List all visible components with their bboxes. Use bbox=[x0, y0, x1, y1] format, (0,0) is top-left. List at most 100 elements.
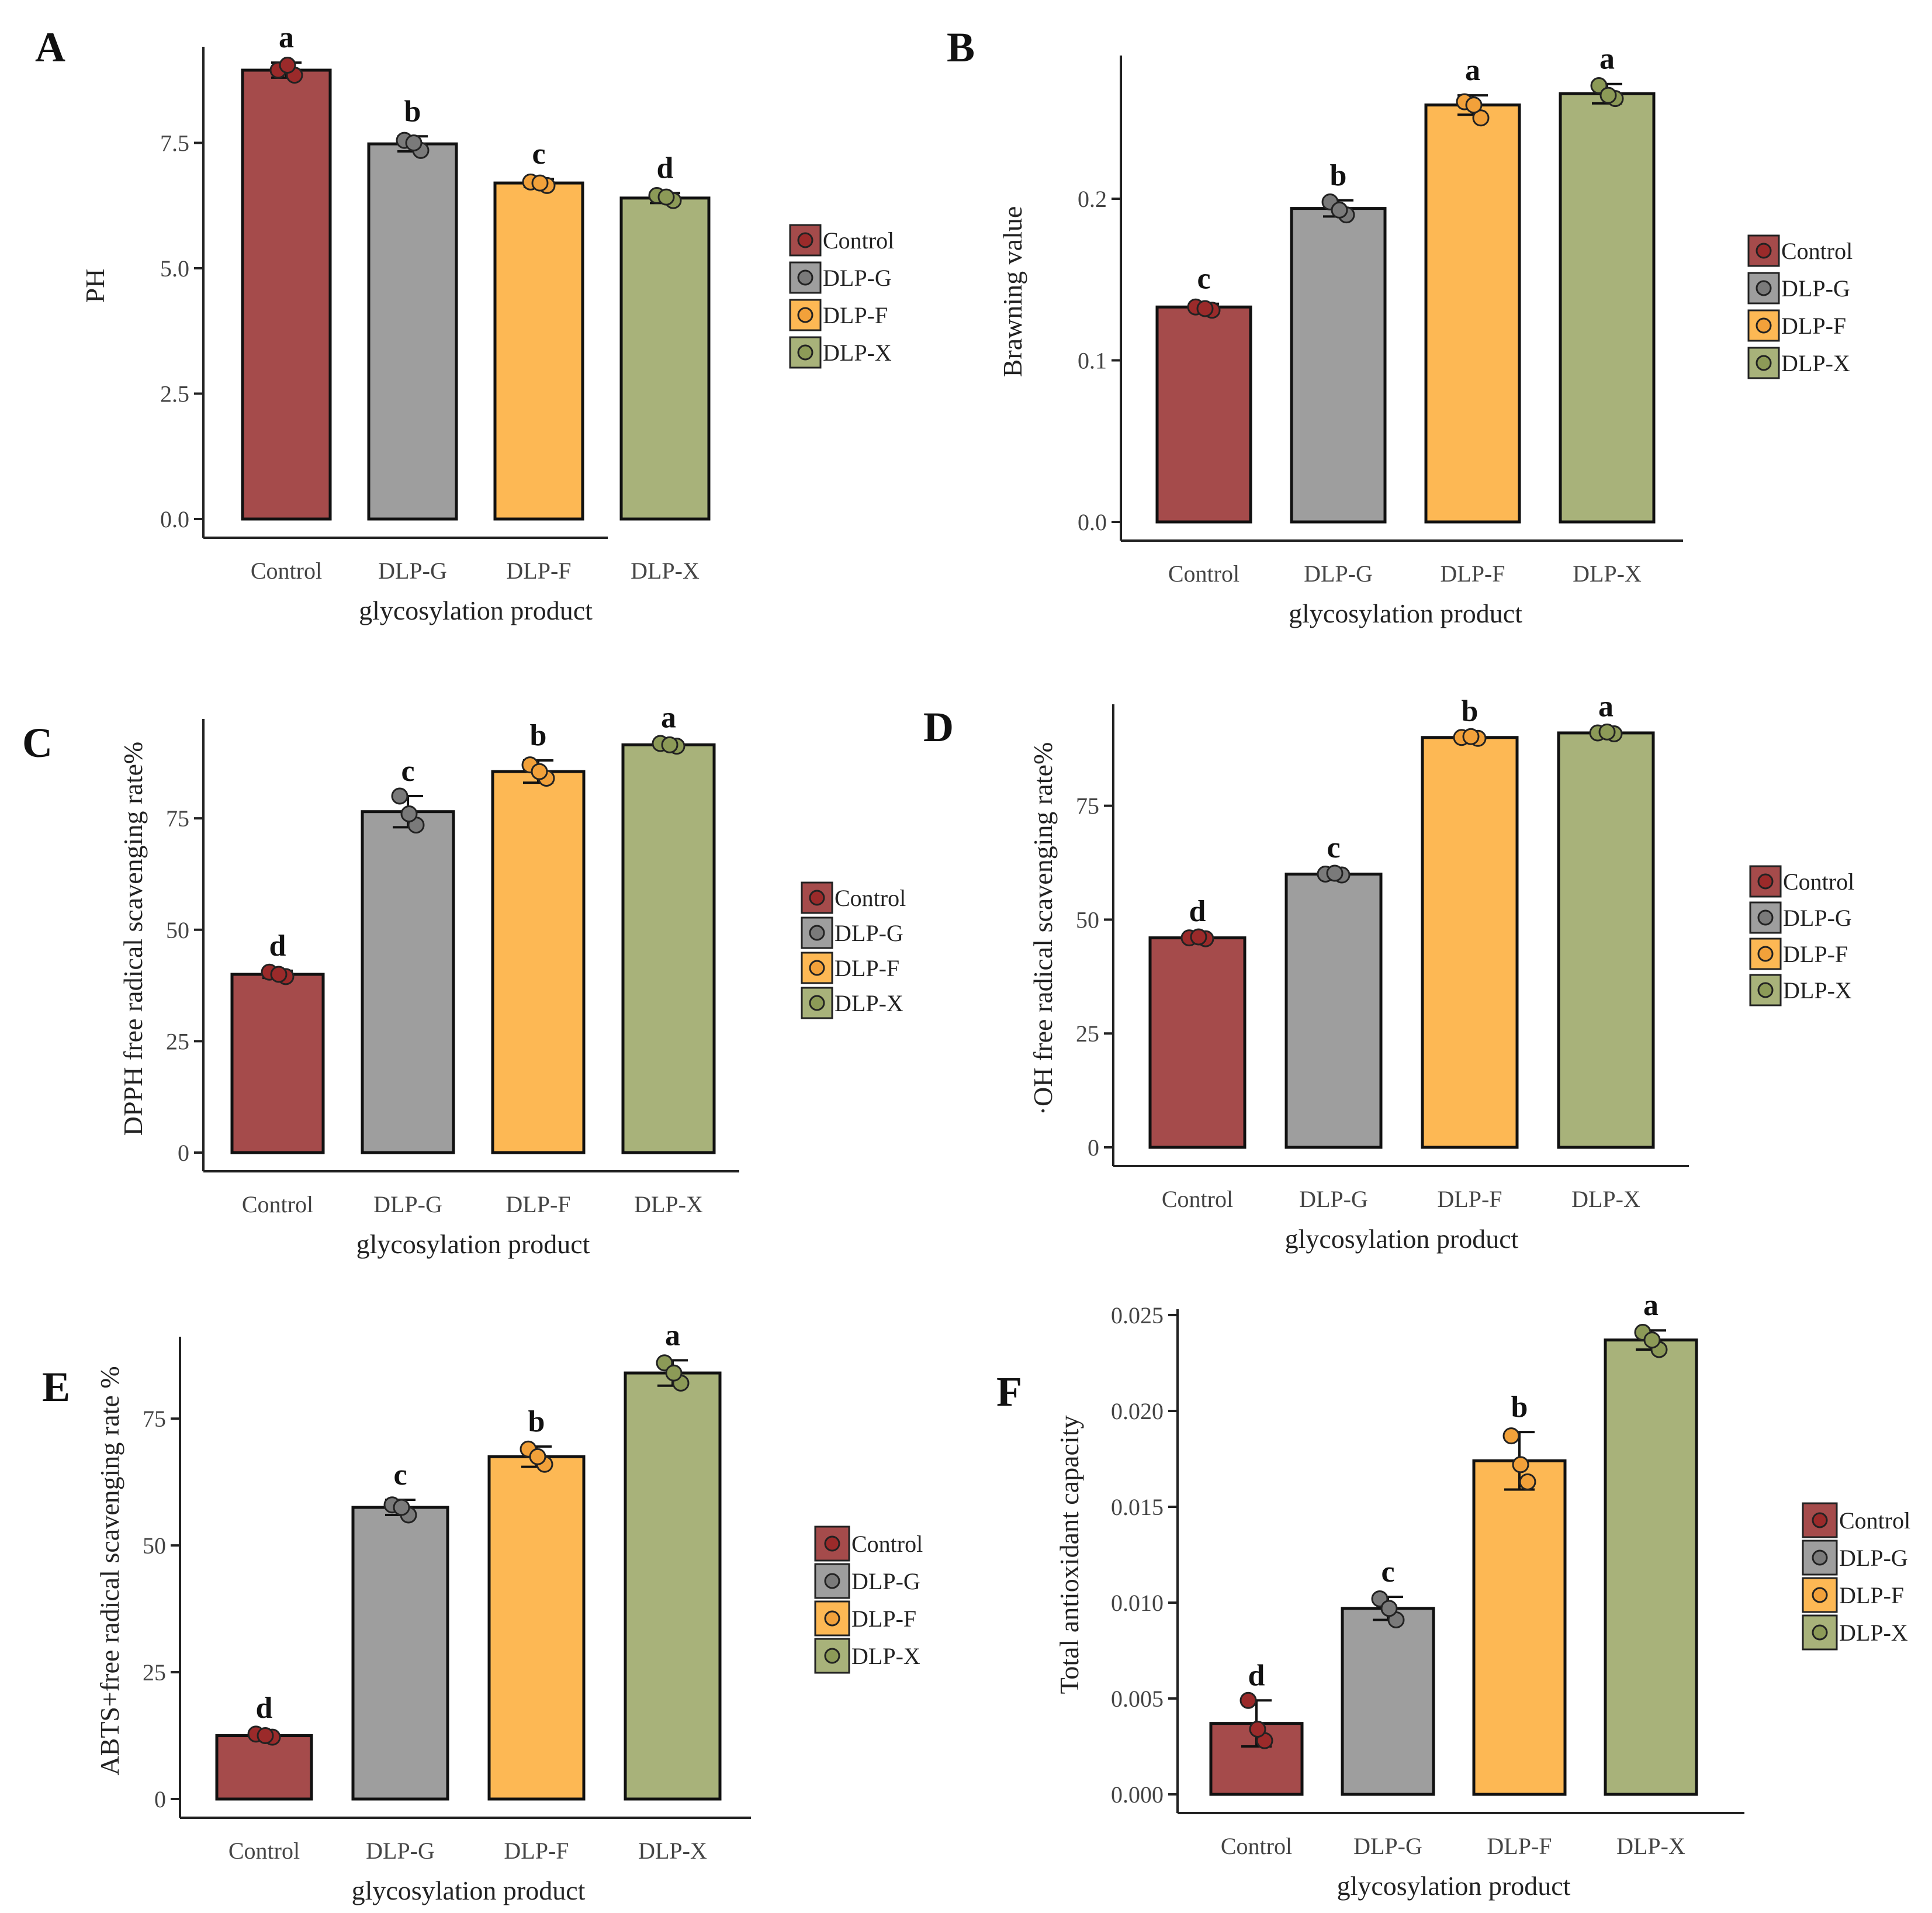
bar-dlp-g bbox=[351, 1506, 449, 1801]
legend-swatch-dlp-f bbox=[814, 1600, 850, 1637]
x-tick-label: DLP-G bbox=[378, 558, 447, 584]
significance-letter: a bbox=[665, 1319, 680, 1352]
bar-control bbox=[1155, 305, 1252, 524]
legend-label: DLP-X bbox=[851, 1643, 920, 1669]
bar-dlp-x bbox=[621, 743, 716, 1154]
bar-control bbox=[241, 68, 332, 521]
x-axis-title: glycosylation product bbox=[1337, 1871, 1571, 1901]
data-point bbox=[529, 1448, 546, 1465]
x-tick-label: DLP-X bbox=[1573, 561, 1642, 587]
y-tick-label: 0.015 bbox=[1111, 1494, 1164, 1520]
legend-marker bbox=[809, 960, 825, 976]
x-tick-label: DLP-G bbox=[1299, 1186, 1368, 1212]
significance-letter: a bbox=[279, 21, 294, 54]
legend: Control DLP-G DLP-F DLP-X bbox=[1749, 865, 1854, 1006]
x-tick-label: DLP-G bbox=[373, 1191, 442, 1217]
legend-label: DLP-X bbox=[1783, 977, 1852, 1004]
data-point bbox=[1519, 1473, 1536, 1490]
legend-label: DLP-G bbox=[835, 920, 903, 946]
x-axis-title: glycosylation product bbox=[356, 1229, 590, 1259]
y-tick-label: 7.5 bbox=[160, 130, 189, 156]
data-point bbox=[1331, 201, 1348, 219]
x-axis-title: glycosylation product bbox=[1289, 599, 1522, 628]
legend-marker bbox=[797, 232, 813, 248]
x-tick-label: DLP-X bbox=[631, 558, 700, 584]
legend-marker bbox=[824, 1610, 840, 1627]
legend-marker bbox=[797, 344, 813, 361]
legend-label: DLP-G bbox=[823, 265, 892, 291]
y-tick-label: 75 bbox=[1076, 793, 1099, 819]
y-axis-title: ·OH free radical scavenging rate% bbox=[1028, 742, 1058, 1116]
x-tick-label: DLP-F bbox=[506, 558, 571, 584]
significance-letter: c bbox=[1327, 831, 1340, 864]
significance-letter: b bbox=[1462, 694, 1479, 728]
data-point bbox=[279, 56, 296, 74]
x-tick-label: DLP-G bbox=[1353, 1833, 1422, 1859]
legend-label: DLP-F bbox=[851, 1606, 916, 1632]
x-tick-label: DLP-F bbox=[1440, 561, 1505, 587]
x-tick-label: DLP-X bbox=[1616, 1833, 1685, 1859]
bar-dlp-f bbox=[491, 770, 586, 1154]
y-tick-label: 0.025 bbox=[1111, 1302, 1164, 1329]
chart-panel-e: E 0 25 50 75 ABTS+free radical scavenging rat… bbox=[42, 1319, 923, 1905]
legend-marker bbox=[809, 890, 825, 906]
data-point bbox=[1249, 1720, 1266, 1738]
legend-label: DLP-F bbox=[1839, 1582, 1904, 1608]
legend-marker bbox=[1757, 982, 1774, 998]
data-point bbox=[393, 1499, 410, 1516]
bar-control bbox=[230, 973, 325, 1154]
significance-letter: b bbox=[1511, 1390, 1528, 1424]
legend-marker bbox=[824, 1648, 840, 1664]
legend-marker bbox=[1757, 909, 1774, 926]
legend-label: DLP-F bbox=[1781, 313, 1846, 339]
panel-letter: C bbox=[22, 719, 53, 766]
legend: Control DLP-G DLP-F DLP-X bbox=[814, 1525, 923, 1674]
legend-swatch-dlp-g bbox=[814, 1563, 850, 1599]
legend-marker bbox=[824, 1573, 840, 1589]
legend-label: DLP-X bbox=[835, 990, 903, 1016]
y-tick-label: 0.000 bbox=[1111, 1781, 1164, 1808]
data-point bbox=[1190, 928, 1207, 946]
y-tick-label: 50 bbox=[143, 1533, 166, 1559]
legend-marker bbox=[1812, 1549, 1828, 1566]
legend-marker bbox=[809, 925, 825, 941]
legend-marker bbox=[824, 1535, 840, 1552]
panel-letter: D bbox=[923, 704, 954, 750]
y-tick-label: 25 bbox=[166, 1028, 189, 1054]
legend-label: Control bbox=[851, 1531, 923, 1557]
data-point bbox=[661, 736, 678, 753]
legend-marker bbox=[1756, 243, 1772, 259]
data-point bbox=[657, 188, 675, 206]
significance-letter: c bbox=[532, 137, 545, 171]
bar-dlp-x bbox=[624, 1371, 722, 1801]
data-point bbox=[1599, 87, 1617, 104]
bar-dlp-f bbox=[1421, 736, 1519, 1149]
legend-label: Control bbox=[835, 885, 906, 911]
y-tick-label: 0.2 bbox=[1078, 186, 1107, 212]
significance-letter: b bbox=[1330, 159, 1347, 192]
y-tick-label: 75 bbox=[166, 805, 189, 832]
y-tick-label: 2.5 bbox=[160, 380, 189, 407]
legend: Control DLP-G DLP-F DLP-X bbox=[1747, 234, 1853, 379]
panel-letter: B bbox=[947, 24, 975, 71]
legend-label: DLP-F bbox=[835, 955, 899, 981]
x-tick-label: Control bbox=[242, 1191, 313, 1217]
y-axis-title: PH bbox=[80, 269, 110, 303]
bar-dlp-x bbox=[1557, 731, 1655, 1149]
data-point bbox=[531, 174, 549, 192]
significance-letter: a bbox=[661, 701, 676, 735]
legend: Control DLP-G DLP-F DLP-X bbox=[1802, 1502, 1910, 1651]
significance-letter: d bbox=[657, 151, 674, 185]
bar-dlp-f bbox=[487, 1455, 586, 1801]
x-tick-label: DLP-F bbox=[1437, 1186, 1502, 1212]
legend-marker bbox=[1812, 1512, 1828, 1528]
legend-label: DLP-X bbox=[1781, 350, 1850, 376]
legend-label: Control bbox=[1781, 238, 1853, 264]
significance-letter: c bbox=[393, 1458, 407, 1492]
legend-marker bbox=[1812, 1587, 1828, 1603]
y-axis-title: DPPH free radical scavenging rate% bbox=[118, 742, 148, 1136]
significance-letter: b bbox=[530, 719, 547, 752]
y-axis-title: Total antioxidant capacity bbox=[1054, 1415, 1084, 1694]
legend-swatch-control bbox=[1747, 234, 1780, 267]
